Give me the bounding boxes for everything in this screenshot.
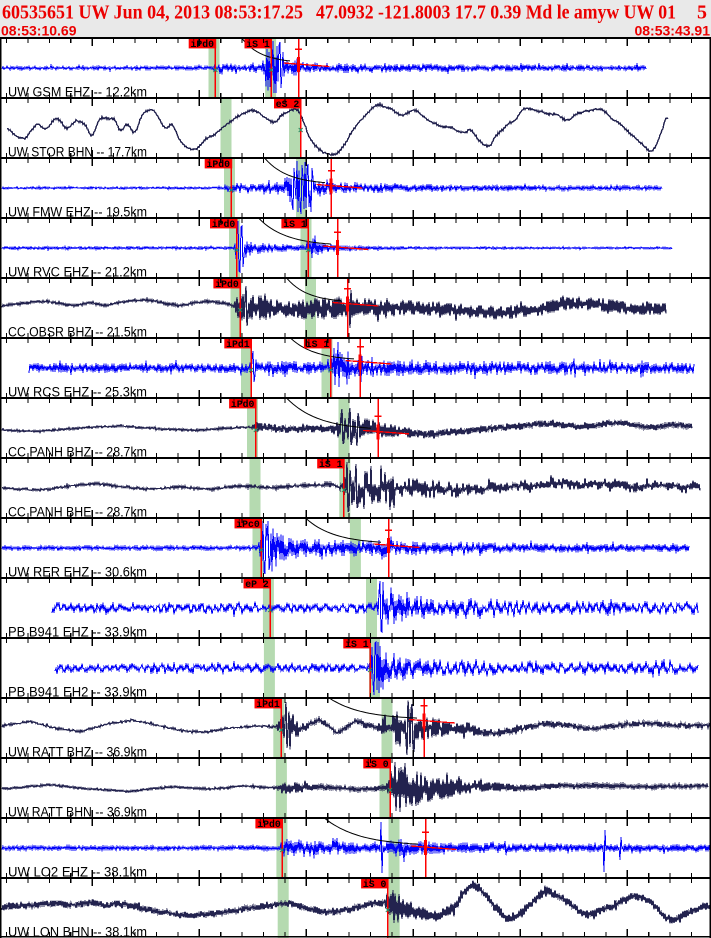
svg-text:UW FMW EHZ -- 19.5km: UW FMW EHZ -- 19.5km bbox=[8, 205, 147, 220]
svg-text:UW STOR BHN -- 17.7km: UW STOR BHN -- 17.7km bbox=[8, 145, 147, 160]
svg-text:UW LON BHN -- 38.1km: UW LON BHN -- 38.1km bbox=[8, 925, 147, 938]
svg-text:iS 1: iS 1 bbox=[319, 459, 343, 470]
svg-text:iPd0: iPd0 bbox=[207, 159, 231, 170]
svg-text:iS 0: iS 0 bbox=[365, 759, 389, 770]
svg-text:UW GSM EHZ -- 12.2km: UW GSM EHZ -- 12.2km bbox=[8, 85, 147, 100]
svg-text:iS 1: iS 1 bbox=[306, 339, 330, 350]
svg-text:iPd1: iPd1 bbox=[226, 339, 250, 350]
svg-text:UW LO2 EHZ -- 38.1km: UW LO2 EHZ -- 38.1km bbox=[8, 865, 147, 880]
svg-text:60535651 UW Jun 04, 2013 08:53: 60535651 UW Jun 04, 2013 08:53:17.25 bbox=[2, 2, 303, 24]
svg-text:UW RVC EHZ -- 21.2km: UW RVC EHZ -- 21.2km bbox=[8, 265, 147, 280]
svg-text:08:53:10.69: 08:53:10.69 bbox=[1, 23, 77, 39]
svg-text:iS 1: iS 1 bbox=[246, 39, 270, 50]
svg-text:PB B941 EHZ -- 33.9km: PB B941 EHZ -- 33.9km bbox=[8, 625, 147, 640]
svg-text:08:53:43.91: 08:53:43.91 bbox=[634, 23, 710, 39]
svg-text:iPd0: iPd0 bbox=[212, 219, 236, 230]
svg-text:iS 0: iS 0 bbox=[363, 879, 387, 890]
svg-text:eS 2: eS 2 bbox=[276, 99, 300, 110]
svg-text:iS 1: iS 1 bbox=[283, 219, 307, 230]
svg-text:iPd0: iPd0 bbox=[231, 399, 255, 410]
svg-text:CC PANH BHZ -- 28.7km: CC PANH BHZ -- 28.7km bbox=[8, 445, 147, 460]
svg-text:CC PANH BHE -- 28.7km: CC PANH BHE -- 28.7km bbox=[8, 505, 147, 520]
svg-text:iPc0: iPc0 bbox=[236, 519, 260, 530]
svg-text:UW RCS EHZ -- 25.3km: UW RCS EHZ -- 25.3km bbox=[8, 385, 147, 400]
svg-text:UW RER EHZ -- 30.6km: UW RER EHZ -- 30.6km bbox=[8, 565, 147, 580]
svg-text:eP 2: eP 2 bbox=[245, 579, 269, 590]
svg-text:iPd1: iPd1 bbox=[256, 699, 280, 710]
svg-text:iS 1: iS 1 bbox=[345, 639, 369, 650]
svg-text:5: 5 bbox=[697, 2, 707, 24]
svg-text:iPd0: iPd0 bbox=[215, 279, 239, 290]
svg-text:iPd0: iPd0 bbox=[191, 39, 215, 50]
svg-text:CC OBSR BHZ -- 21.5km: CC OBSR BHZ -- 21.5km bbox=[8, 325, 147, 340]
svg-text:PB B941 EH2 -- 33.9km: PB B941 EH2 -- 33.9km bbox=[8, 685, 147, 700]
svg-text:47.0932 -121.8003 17.7 0.39 Md: 47.0932 -121.8003 17.7 0.39 Md le amyw U… bbox=[316, 2, 676, 24]
svg-text:UW RATT BHN -- 36.9km: UW RATT BHN -- 36.9km bbox=[8, 805, 147, 820]
svg-text:iPd0: iPd0 bbox=[257, 819, 281, 830]
svg-text:UW RATT BHZ -- 36.9km: UW RATT BHZ -- 36.9km bbox=[8, 745, 147, 760]
